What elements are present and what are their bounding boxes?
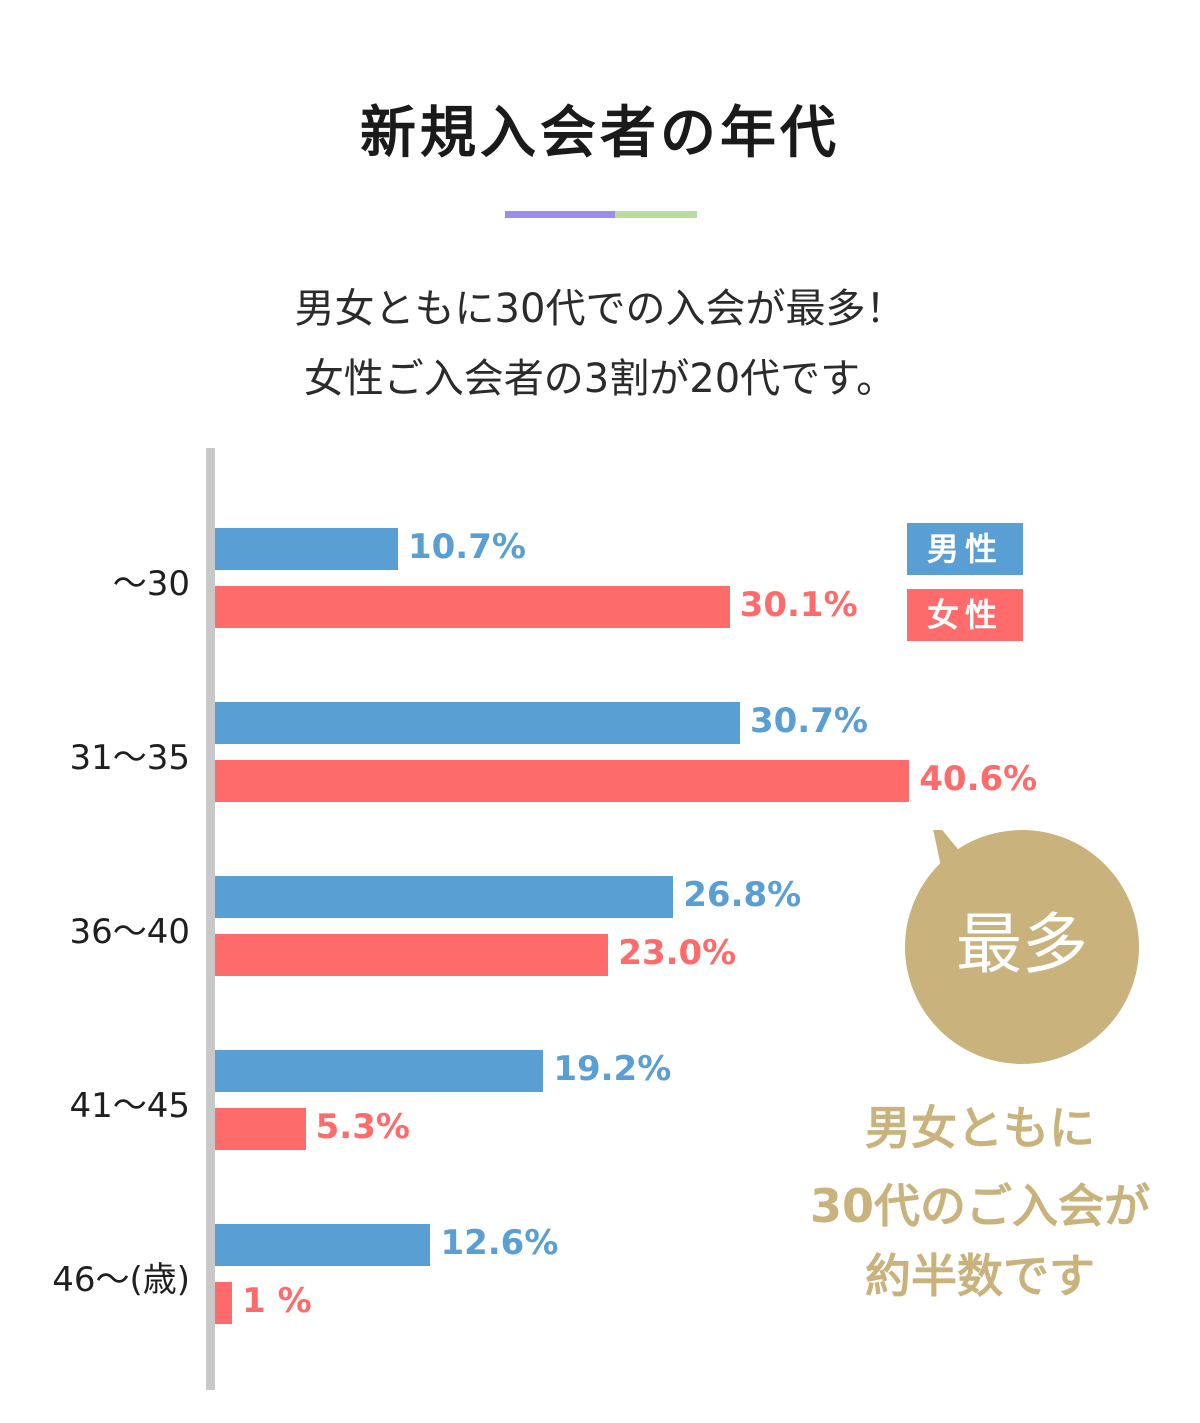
bar-male-under-30 xyxy=(215,528,398,570)
bar-female-under-30 xyxy=(215,586,730,628)
value-label-male-under-30: 10.7% xyxy=(407,527,526,567)
bar-male-31-35 xyxy=(215,702,740,744)
legend-female: 女性 xyxy=(907,589,1023,641)
title-underline-purple xyxy=(505,211,615,218)
legend-male: 男性 xyxy=(907,523,1023,575)
value-label-male-41-45: 19.2% xyxy=(553,1049,672,1089)
subtitle-line-2: 女性ご入会者の3割が20代です。 xyxy=(303,356,897,402)
value-label-female-under-30: 30.1% xyxy=(739,585,858,625)
callout-circle xyxy=(905,830,1139,1064)
bar-male-36-40 xyxy=(215,876,674,918)
bar-female-31-35 xyxy=(215,760,910,802)
category-label-46-plus: 46～(歳) xyxy=(52,1260,190,1300)
category-label-under-30: ～30 xyxy=(112,564,190,604)
callout-bubble xyxy=(905,830,1139,1064)
value-label-male-31-35: 30.7% xyxy=(749,701,868,741)
callout-note-line-1: 男女ともに xyxy=(865,1101,1095,1155)
value-label-female-46-plus: 1 % xyxy=(242,1281,312,1321)
value-label-male-46-plus: 12.6% xyxy=(440,1223,559,1263)
value-label-female-31-35: 40.6% xyxy=(919,759,1038,799)
y-axis-line xyxy=(206,448,215,1390)
category-label-31-35: 31～35 xyxy=(69,738,190,778)
bar-male-46-plus xyxy=(215,1224,431,1266)
bar-female-41-45 xyxy=(215,1108,306,1150)
value-label-female-41-45: 5.3% xyxy=(315,1107,410,1147)
category-label-41-45: 41～45 xyxy=(69,1086,190,1126)
callout-note-line-3: 約半数です xyxy=(865,1249,1095,1303)
chart-title: 新規入会者の年代 xyxy=(360,101,840,166)
bar-female-46-plus xyxy=(215,1282,233,1324)
bar-female-36-40 xyxy=(215,934,609,976)
category-label-36-40: 36～40 xyxy=(69,912,190,952)
callout-bubble-text: 最多 xyxy=(956,906,1088,983)
value-label-male-36-40: 26.8% xyxy=(683,875,802,915)
bar-male-41-45 xyxy=(215,1050,544,1092)
value-label-female-36-40: 23.0% xyxy=(618,933,737,973)
callout-note-line-2: 30代のご入会が xyxy=(809,1179,1150,1233)
subtitle-line-1: 男女ともに30代での入会が最多！ xyxy=(294,286,906,332)
title-underline-green xyxy=(615,211,697,218)
